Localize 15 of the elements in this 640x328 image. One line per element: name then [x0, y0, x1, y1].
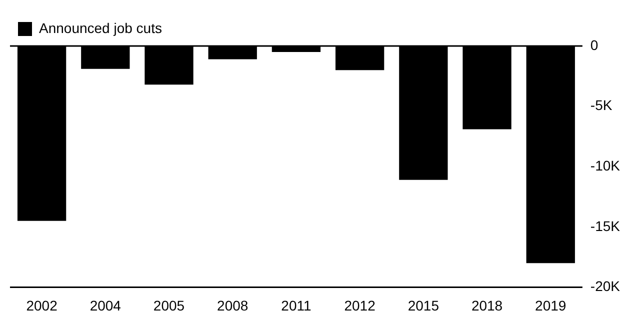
x-tick-label: 2015	[408, 297, 440, 314]
y-tick-label: -10K	[590, 157, 621, 174]
y-tick-label: -5K	[590, 97, 613, 114]
x-tick-label: 2018	[471, 297, 503, 314]
x-tick-label: 2011	[281, 297, 312, 314]
x-tick-label: 2005	[153, 297, 185, 314]
x-tick-label: 2002	[26, 297, 58, 314]
legend-label: Announced job cuts	[39, 20, 162, 36]
y-tick-label: 0	[590, 36, 598, 53]
x-tick-label: 2019	[535, 297, 566, 314]
x-tick-label: 2004	[90, 297, 122, 314]
x-tick-label: 2012	[344, 297, 376, 314]
x-tick-label: 2008	[217, 297, 248, 314]
y-tick-label: -20K	[590, 278, 621, 294]
y-tick-label: -15K	[590, 218, 621, 234]
